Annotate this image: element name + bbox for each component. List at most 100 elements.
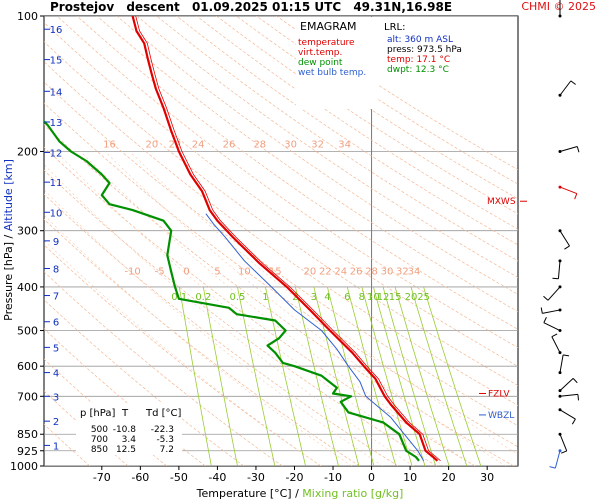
x-tick-label: -10 [324, 471, 342, 484]
dry-adiabat-label: 32 [396, 267, 409, 278]
moist-adiabat [44, 214, 352, 466]
dry-adiabat-label: 24 [192, 139, 205, 150]
dry-adiabat [44, 41, 518, 386]
dry-adiabat-label: 0 [183, 267, 189, 278]
levels-table-cell: 500 [91, 425, 108, 435]
lrl-box [381, 17, 471, 79]
y-tick-label: 200 [17, 145, 38, 158]
altitude-label: 4 [53, 369, 59, 380]
y-tick-label: 1000 [10, 460, 38, 473]
dry-adiabat [44, 193, 399, 466]
x-tick-label: -40 [208, 471, 226, 484]
y-tick-label: 700 [17, 390, 38, 403]
levels-table-cell: 850 [91, 445, 108, 455]
wind-barb-flag [549, 466, 556, 469]
altitude-label: 15 [50, 56, 63, 67]
mixing-ratio-label: 25 [417, 292, 430, 303]
wind-barb-flag [540, 307, 543, 314]
dry-adiabat-label: 28 [253, 139, 266, 150]
altitude-label: 9 [53, 237, 59, 248]
wind-barb-dot [558, 351, 562, 355]
wetbulb-line [205, 213, 425, 462]
wind-barb-flag [543, 295, 549, 301]
dry-adiabat-label: 34 [338, 139, 351, 150]
altitude-label: 1 [53, 441, 59, 452]
dry-adiabat [44, 423, 90, 466]
mixing-ratio-label: 15 [389, 292, 402, 303]
dry-adiabat [44, 124, 514, 466]
x-tick-label: -70 [93, 471, 111, 484]
altitude-label: 7 [53, 292, 59, 303]
chart-title: Prostejov descent 01.09.2025 01:15 UTC 4… [50, 0, 452, 14]
mixing-ratio-line [423, 286, 482, 466]
wind-barb [554, 450, 561, 469]
sounding-datetime: 01.09.2025 01:15 UTC [191, 0, 342, 14]
legend-box [296, 17, 378, 109]
y-tick-label: 925 [17, 445, 38, 458]
dry-adiabat-label: 5 [214, 267, 220, 278]
station-name: Prostejov [50, 0, 115, 14]
x-tick-label: -60 [131, 471, 149, 484]
altitude-label: 5 [53, 343, 59, 354]
wind-barb [559, 230, 570, 247]
mixing-ratio-label: 6 [344, 292, 350, 303]
wind-barb-dot [558, 93, 562, 97]
wind-barb-dot [558, 285, 562, 289]
dry-adiabat [156, 16, 518, 262]
altitude-label: 10 [50, 208, 63, 219]
lrl-dwpt: dwpt: 12.3 °C [387, 65, 449, 75]
wind-barb [559, 434, 568, 452]
x-axis-label-temperature: Temperature [°C] / [196, 487, 303, 500]
y-tick-label: 300 [17, 225, 38, 238]
mixing-ratio-label: 20 [405, 292, 418, 303]
x-axis-label-mixing: Mixing ratio [g/kg] [302, 487, 403, 500]
dry-adiabat-label: 22 [319, 267, 332, 278]
wind-barb-dot [558, 149, 562, 153]
wind-barb-flag [570, 80, 576, 85]
mxws-marker: MXWS [487, 197, 516, 207]
x-tick-label: -20 [286, 471, 304, 484]
y-tick-label: 600 [17, 360, 38, 373]
wind-barb [551, 336, 561, 353]
wind-barb-flag [576, 146, 580, 153]
dry-adiabat [56, 16, 518, 349]
wind-barb-flag [574, 193, 578, 200]
plot-area [43, 15, 519, 467]
sounding-coords: 49.31N,16.98E [353, 0, 453, 14]
mixing-ratio-label: 1 [262, 292, 268, 303]
levels-table-header: p [hPa] [80, 408, 115, 419]
wind-barb [542, 309, 561, 314]
dry-adiabat [44, 61, 518, 406]
wind-barb-flag [551, 333, 558, 338]
wind-barb [559, 377, 574, 391]
wbzl-marker: WBZL [488, 411, 514, 421]
moist-adiabat [44, 164, 414, 466]
wind-barb [557, 260, 561, 279]
wind-barb-dot [558, 229, 562, 233]
wind-barb [559, 186, 577, 195]
mixing-ratio-line [394, 286, 450, 466]
legend-item: temperature [298, 38, 355, 48]
wind-barb [559, 146, 578, 152]
wind-barb-flag [564, 245, 570, 250]
dry-adiabat-label: 24 [334, 267, 347, 278]
wind-barb [559, 393, 578, 397]
levels-table-cell: -10.8 [113, 425, 137, 435]
wind-barb-flag [572, 378, 578, 384]
y-axis-label: Pressure [hPa] / Altitude [km] [2, 159, 15, 321]
dry-adiabat-label: -10 [124, 267, 140, 278]
altitude-label: 3 [53, 392, 59, 403]
moist-adiabat [44, 239, 322, 466]
moist-adiabat [104, 151, 507, 466]
lrl-alt: alt: 360 m ASL [387, 35, 453, 45]
y-tick-label: 400 [17, 281, 38, 294]
wind-barb-flag [560, 450, 567, 454]
wind-barb-flag [543, 317, 547, 323]
mixing-ratio-label: 0.5 [230, 292, 246, 303]
mixing-ratio-line [410, 286, 468, 466]
dry-adiabat [76, 16, 518, 330]
x-axis-label: Temperature [°C] / Mixing ratio [g/kg] [196, 487, 404, 500]
altitude-label: 14 [50, 87, 63, 98]
dry-adiabat [44, 218, 360, 466]
